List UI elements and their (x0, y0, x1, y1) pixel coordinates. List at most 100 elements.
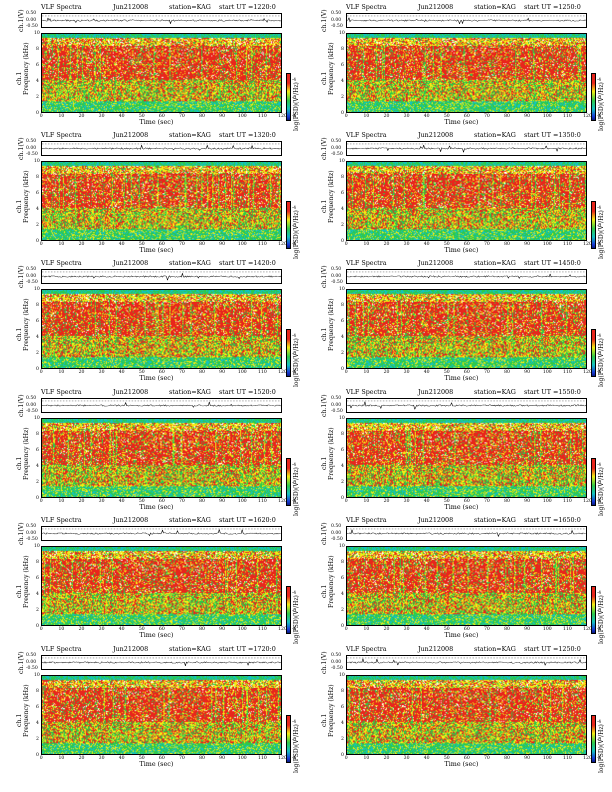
time-tick-label: 60 (463, 114, 470, 119)
ts-waveform (347, 529, 586, 537)
time-tick-label: 60 (158, 499, 165, 504)
colorbar-label: log(PSD)(V²/Hz) (293, 595, 300, 644)
freq-tick-label: 8 (341, 46, 344, 52)
colorbar-tick-label: -5 (597, 351, 602, 356)
time-tick-label: 110 (563, 114, 572, 119)
panel-date: Jun212008 (418, 516, 454, 524)
ts-tick-label: -0.50 (331, 666, 343, 671)
time-tick-label: 10 (58, 114, 65, 119)
timeseries-plot (41, 526, 282, 541)
colorbar-label: log(PSD)(V²/Hz) (293, 467, 300, 516)
colorbar-label: log(PSD)(V²/Hz) (598, 82, 605, 131)
timeseries-svg (42, 528, 281, 537)
freq-tick-label: 8 (341, 688, 344, 694)
freq-tick-label: 0 (341, 495, 344, 501)
colorbar-tick-label: -4 (292, 590, 297, 595)
spectrogram-canvas (347, 162, 586, 240)
colorbar-tick-label: -5 (597, 480, 602, 485)
time-tick-label: 120 (278, 499, 287, 504)
freq-tick-label: 4 (36, 720, 39, 726)
time-tick-label: 120 (278, 756, 287, 761)
time-tick-label: 90 (524, 499, 530, 504)
timeseries-plot (346, 655, 587, 670)
spectrogram-plot (41, 418, 282, 498)
panel-title: VLF Spectra (41, 3, 82, 11)
spectra-panel: VLF Spectra Jun212008 station=KAG start UT … (0, 131, 300, 261)
ts-ylabel: ch.1(V) (18, 9, 25, 32)
panel-title: VLF Spectra (41, 516, 82, 524)
spectrogram-canvas (42, 676, 281, 754)
panel-date: Jun212008 (113, 131, 149, 139)
colorbar-label: log(PSD)(V²/Hz) (598, 467, 605, 516)
time-tick-label: 70 (483, 370, 490, 375)
colorbar-tick-label: -5 (292, 223, 297, 228)
time-tick-label: 70 (483, 499, 490, 504)
ts-waveform (347, 658, 586, 666)
freq-tick-label: 2 (341, 479, 344, 485)
time-tick-label: 40 (118, 627, 125, 632)
time-tick-label: 40 (118, 114, 125, 119)
timeseries-svg (347, 143, 586, 153)
freq-tick-label: 4 (36, 591, 39, 597)
time-tick-label: 100 (542, 627, 552, 632)
time-xlabel: Time (sec) (444, 374, 479, 382)
freq-tick-label: 2 (36, 479, 39, 485)
time-tick-label: 50 (138, 499, 145, 504)
time-tick-label: 40 (118, 242, 125, 247)
timeseries-plot (346, 526, 587, 541)
time-tick-label: 20 (383, 627, 390, 632)
timeseries-plot (346, 269, 587, 284)
panel-date: Jun212008 (418, 3, 454, 11)
freq-tick-label: 0 (341, 623, 344, 629)
ts-ylabel: ch.1(V) (321, 394, 328, 417)
freq-tick-label: 8 (341, 431, 344, 437)
time-tick-label: 40 (423, 499, 430, 504)
panel-title: VLF Spectra (346, 259, 387, 267)
time-tick-label: 110 (563, 499, 572, 504)
time-tick-label: 90 (219, 756, 225, 761)
panel-station: station=KAG (474, 645, 516, 653)
time-tick-label: 50 (138, 370, 145, 375)
time-tick-label: 90 (524, 242, 530, 247)
time-tick-label: 0 (344, 242, 348, 247)
timeseries-svg (347, 657, 586, 666)
panel-date: Jun212008 (113, 645, 149, 653)
time-tick-label: 10 (363, 242, 370, 247)
colorbar (286, 586, 291, 634)
freq-tick-label: 2 (36, 736, 39, 742)
time-tick-label: 70 (178, 242, 185, 247)
colorbar-tick-label: -4 (597, 205, 602, 210)
time-tick-label: 90 (219, 242, 225, 247)
freq-tick-label: 6 (36, 447, 39, 453)
timeseries-plot (41, 269, 282, 284)
colorbar-label: log(PSD)(V²/Hz) (293, 338, 300, 387)
spectrogram-plot (346, 289, 587, 369)
panel-start-time: start UT =1220:0 (219, 3, 276, 11)
freq-tick-label: 6 (36, 575, 39, 581)
freq-tick-label: 10 (34, 543, 40, 549)
time-tick-label: 20 (78, 756, 85, 761)
time-tick-label: 100 (237, 756, 247, 761)
colorbar (286, 201, 291, 249)
freq-tick-label: 4 (36, 463, 39, 469)
panel-date: Jun212008 (418, 259, 454, 267)
colorbar (286, 329, 291, 377)
freq-tick-label: 2 (36, 222, 39, 228)
time-tick-label: 70 (483, 114, 490, 119)
panel-station: station=KAG (169, 131, 211, 139)
colorbar (286, 458, 291, 506)
ts-tick-label: 0.50 (26, 653, 37, 658)
freq-tick-label: 2 (36, 607, 39, 613)
timeseries-plot (346, 141, 587, 156)
time-tick-label: 70 (178, 499, 185, 504)
spec-ylabel-frequency: Frequency (kHz) (328, 555, 335, 608)
time-tick-label: 110 (563, 242, 572, 247)
time-tick-label: 80 (199, 627, 205, 632)
freq-tick-label: 4 (36, 206, 39, 212)
time-xlabel: Time (sec) (139, 503, 174, 511)
spectrogram-canvas (347, 419, 586, 497)
spectra-panel: VLF Spectra Jun212008 station=KAG start UT … (305, 516, 605, 646)
ts-ylabel: ch.1(V) (321, 265, 328, 288)
freq-tick-label: 2 (36, 94, 39, 100)
time-tick-label: 20 (78, 370, 85, 375)
